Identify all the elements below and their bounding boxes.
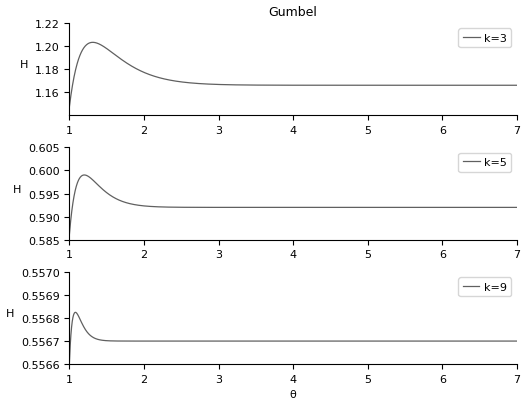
Legend: k=3: k=3 [459, 30, 511, 48]
Y-axis label: H: H [13, 184, 21, 194]
X-axis label: θ: θ [290, 390, 297, 399]
Legend: k=9: k=9 [458, 278, 511, 296]
Y-axis label: H: H [19, 60, 28, 70]
Y-axis label: H: H [6, 308, 14, 318]
Title: Gumbel: Gumbel [269, 6, 318, 19]
Legend: k=5: k=5 [459, 153, 511, 173]
